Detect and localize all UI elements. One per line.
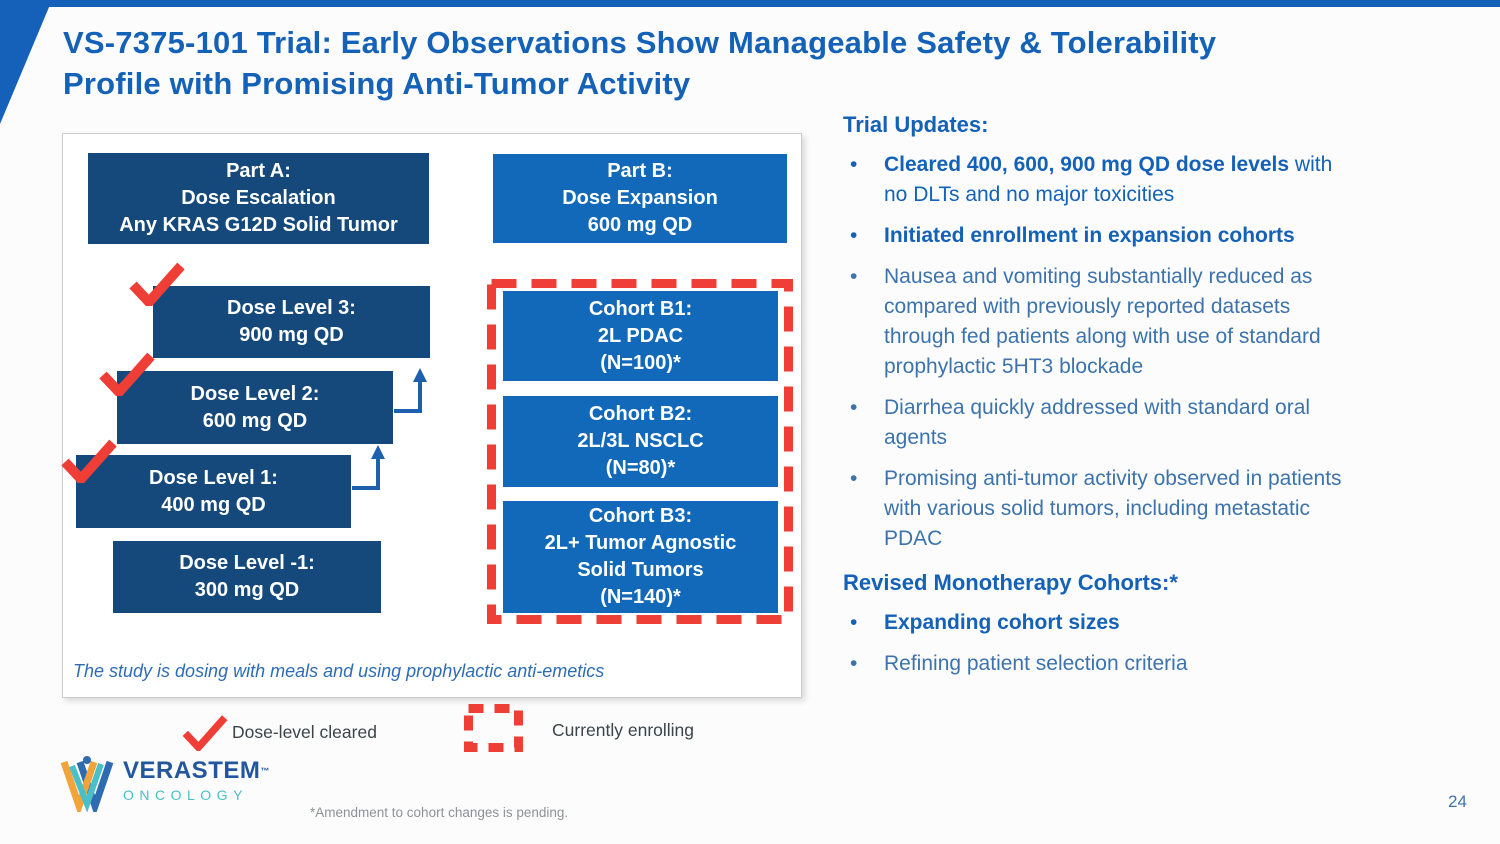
legend-checkmark-icon <box>182 715 228 751</box>
part-b-line: 600 mg QD <box>587 214 693 236</box>
corner-wedge-decoration <box>0 0 52 124</box>
dose-level-value: 400 mg QD <box>161 493 266 516</box>
bullet-text: Initiated enrollment in expansion cohort… <box>884 224 1295 247</box>
part-a-line: Dose Escalation <box>181 187 336 209</box>
bullet-text: Cleared 400, 600, 900 mg QD dose levels … <box>884 153 1333 206</box>
bullet-dot: • <box>850 611 858 634</box>
cohort-line: Cohort B3: <box>588 505 693 527</box>
bullet-dot: • <box>850 396 858 419</box>
checkmark-icon <box>99 352 155 396</box>
part-b-box: Part B: Dose Expansion 600 mg QD <box>493 154 787 243</box>
legend-enrolling-label: Currently enrolling <box>552 720 695 740</box>
trial-design-panel: Part A: Dose Escalation Any KRAS G12D So… <box>61 133 802 698</box>
dose-level-1-box: Dose Level 1: 400 mg QD <box>76 455 351 528</box>
page-number: 24 <box>1448 792 1467 811</box>
bullet-text: Diarrhea quickly addressed with standard… <box>884 396 1311 449</box>
currently-enrolling-outline <box>487 279 793 624</box>
verastem-logo-text: VERASTEM™ ONCOLOGY <box>123 754 270 804</box>
dose-level-value: 600 mg QD <box>202 409 308 432</box>
part-a-line: Part A: <box>226 160 291 182</box>
part-a-box: Part A: Dose Escalation Any KRAS G12D So… <box>88 153 429 244</box>
cohort-line: 2L PDAC <box>597 324 684 347</box>
trial-updates-heading: Trial Updates: <box>843 112 989 137</box>
dose-level-minus1-box: Dose Level -1: 300 mg QD <box>113 541 381 613</box>
cohort-line: 2L+ Tumor Agnostic <box>544 532 737 554</box>
logo-division-name: ONCOLOGY <box>123 787 248 803</box>
bullet-dot: • <box>850 467 858 490</box>
page-title-line1: VS-7375-101 Trial: Early Observations Sh… <box>63 25 1217 60</box>
amendment-footnote: *Amendment to cohort changes is pending. <box>310 805 569 820</box>
bullet-text: Refining patient selection criteria <box>884 652 1188 675</box>
dosing-note: The study is dosing with meals and using… <box>73 661 605 681</box>
update-bullet: • Promising anti-tumor activity observed… <box>843 464 1457 554</box>
dose-level-label: Dose Level -1: <box>179 552 315 574</box>
update-bullet: • Diarrhea quickly addressed with standa… <box>843 393 1457 453</box>
bullet-text: Expanding cohort sizes <box>884 611 1120 634</box>
dose-level-3-box: Dose Level 3: 900 mg QD <box>153 286 430 358</box>
part-a-line: Any KRAS G12D Solid Tumor <box>119 214 398 236</box>
cohort-b3-box: Cohort B3: 2L+ Tumor Agnostic Solid Tumo… <box>503 501 778 613</box>
cohort-b2-box: Cohort B2: 2L/3L NSCLC (N=80)* <box>503 396 778 487</box>
dose-level-label: Dose Level 3: <box>227 297 356 319</box>
trial-updates-section: Trial Updates: • Cleared 400, 600, 900 m… <box>843 112 1457 690</box>
update-bullet: • Initiated enrollment in expansion coho… <box>843 221 1457 251</box>
update-bullet: • Expanding cohort sizes <box>843 608 1457 638</box>
verastem-logo-mark-icon <box>60 756 114 812</box>
checkmark-icon <box>129 262 185 306</box>
verastem-logo: VERASTEM™ ONCOLOGY <box>60 754 270 812</box>
update-bullet: • Cleared 400, 600, 900 mg QD dose level… <box>843 150 1457 210</box>
legend-dashed-square-icon <box>464 704 523 752</box>
checkmark-icon <box>61 439 117 483</box>
bullet-text: Promising anti-tumor activity observed i… <box>884 467 1342 550</box>
dose-level-label: Dose Level 2: <box>190 382 320 405</box>
cohort-line: 2L/3L NSCLC <box>577 430 704 452</box>
legend-cleared-label: Dose-level cleared <box>232 722 377 742</box>
escalation-arrow-icon <box>352 445 385 490</box>
dose-level-label: Dose Level 1: <box>149 466 278 489</box>
cohort-b1-box: Cohort B1: 2L PDAC (N=100)* <box>503 291 778 381</box>
bullet-text: Nausea and vomiting substantially reduce… <box>884 265 1321 378</box>
part-b-line: Part B: <box>607 160 673 182</box>
top-accent-bar <box>0 0 1500 7</box>
bullet-dot: • <box>850 652 858 675</box>
revised-cohorts-heading: Revised Monotherapy Cohorts:* <box>843 570 1178 595</box>
cohort-line: (N=100)* <box>600 351 681 374</box>
cohort-line: Cohort B2: <box>588 403 693 425</box>
cohort-line: Cohort B1: <box>588 297 693 320</box>
cohort-line: Solid Tumors <box>577 559 704 581</box>
trademark-symbol: ™ <box>260 766 270 776</box>
page-title-line2: Profile with Promising Anti-Tumor Activi… <box>63 66 691 101</box>
dose-level-2-box: Dose Level 2: 600 mg QD <box>117 371 393 444</box>
dose-level-value: 300 mg QD <box>194 579 300 601</box>
cohort-line: (N=140)* <box>600 586 681 608</box>
update-bullet: • Refining patient selection criteria <box>843 649 1457 679</box>
bullet-dot: • <box>850 153 858 176</box>
dose-level-value: 900 mg QD <box>239 324 344 346</box>
escalation-arrow-icon <box>394 368 427 413</box>
page-title: VS-7375-101 Trial: Early Observations Sh… <box>63 22 1216 104</box>
cohort-line: (N=80)* <box>605 457 676 479</box>
update-bullet: • Nausea and vomiting substantially redu… <box>843 262 1457 382</box>
bullet-dot: • <box>850 265 858 288</box>
logo-company-name: VERASTEM™ <box>123 757 270 784</box>
bullet-dot: • <box>850 224 858 247</box>
part-b-line: Dose Expansion <box>562 187 718 209</box>
